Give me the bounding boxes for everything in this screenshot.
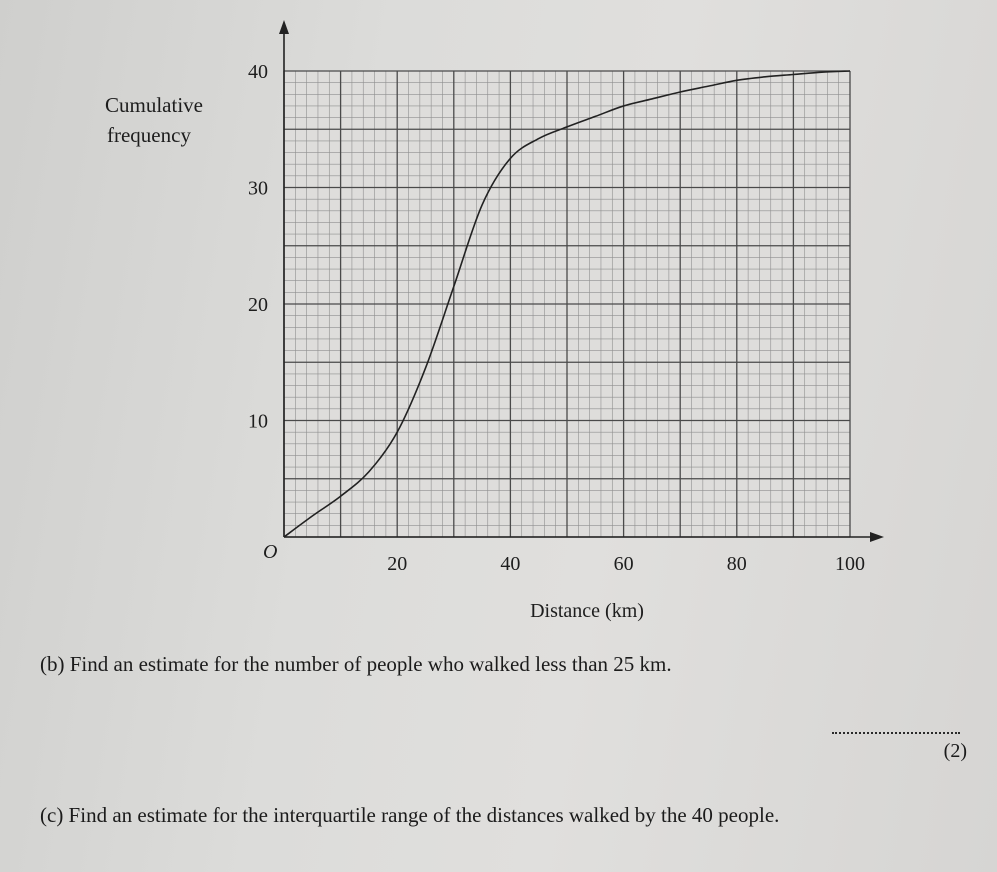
tick-labels: 20 40 60 80 100 10 20 30 40 xyxy=(248,61,865,575)
x-tick-label: 60 xyxy=(614,553,634,575)
x-tick-label: 40 xyxy=(500,553,520,575)
cumulative-frequency-curve xyxy=(283,70,851,538)
y-tick-label: 30 xyxy=(248,178,268,200)
question-b: (b) Find an estimate for the number of p… xyxy=(40,652,672,676)
origin-label: O xyxy=(263,541,277,563)
major-grid xyxy=(283,70,851,538)
question-b-marks: (2) xyxy=(943,740,967,762)
y-tick-label: 40 xyxy=(248,61,268,83)
answer-line[interactable] xyxy=(832,732,960,734)
y-axis-arrow xyxy=(279,20,289,34)
y-axis-label-line1: Cumulative xyxy=(105,93,203,117)
cumulative-frequency-chart: 20 40 60 80 100 10 20 30 40 Cumulative frequency… xyxy=(105,20,884,622)
y-axis-label-line2: frequency xyxy=(107,123,191,147)
x-tick-label: 20 xyxy=(387,553,407,575)
x-tick-label: 80 xyxy=(727,553,747,575)
question-c: (c) Find an estimate for the interquarti… xyxy=(40,803,780,827)
y-tick-label: 10 xyxy=(248,411,268,433)
x-tick-label: 100 xyxy=(835,553,865,575)
x-axis-label: Distance (km) xyxy=(530,600,644,622)
axes xyxy=(279,20,884,542)
y-tick-label: 20 xyxy=(248,294,268,316)
x-axis-arrow xyxy=(870,532,884,542)
